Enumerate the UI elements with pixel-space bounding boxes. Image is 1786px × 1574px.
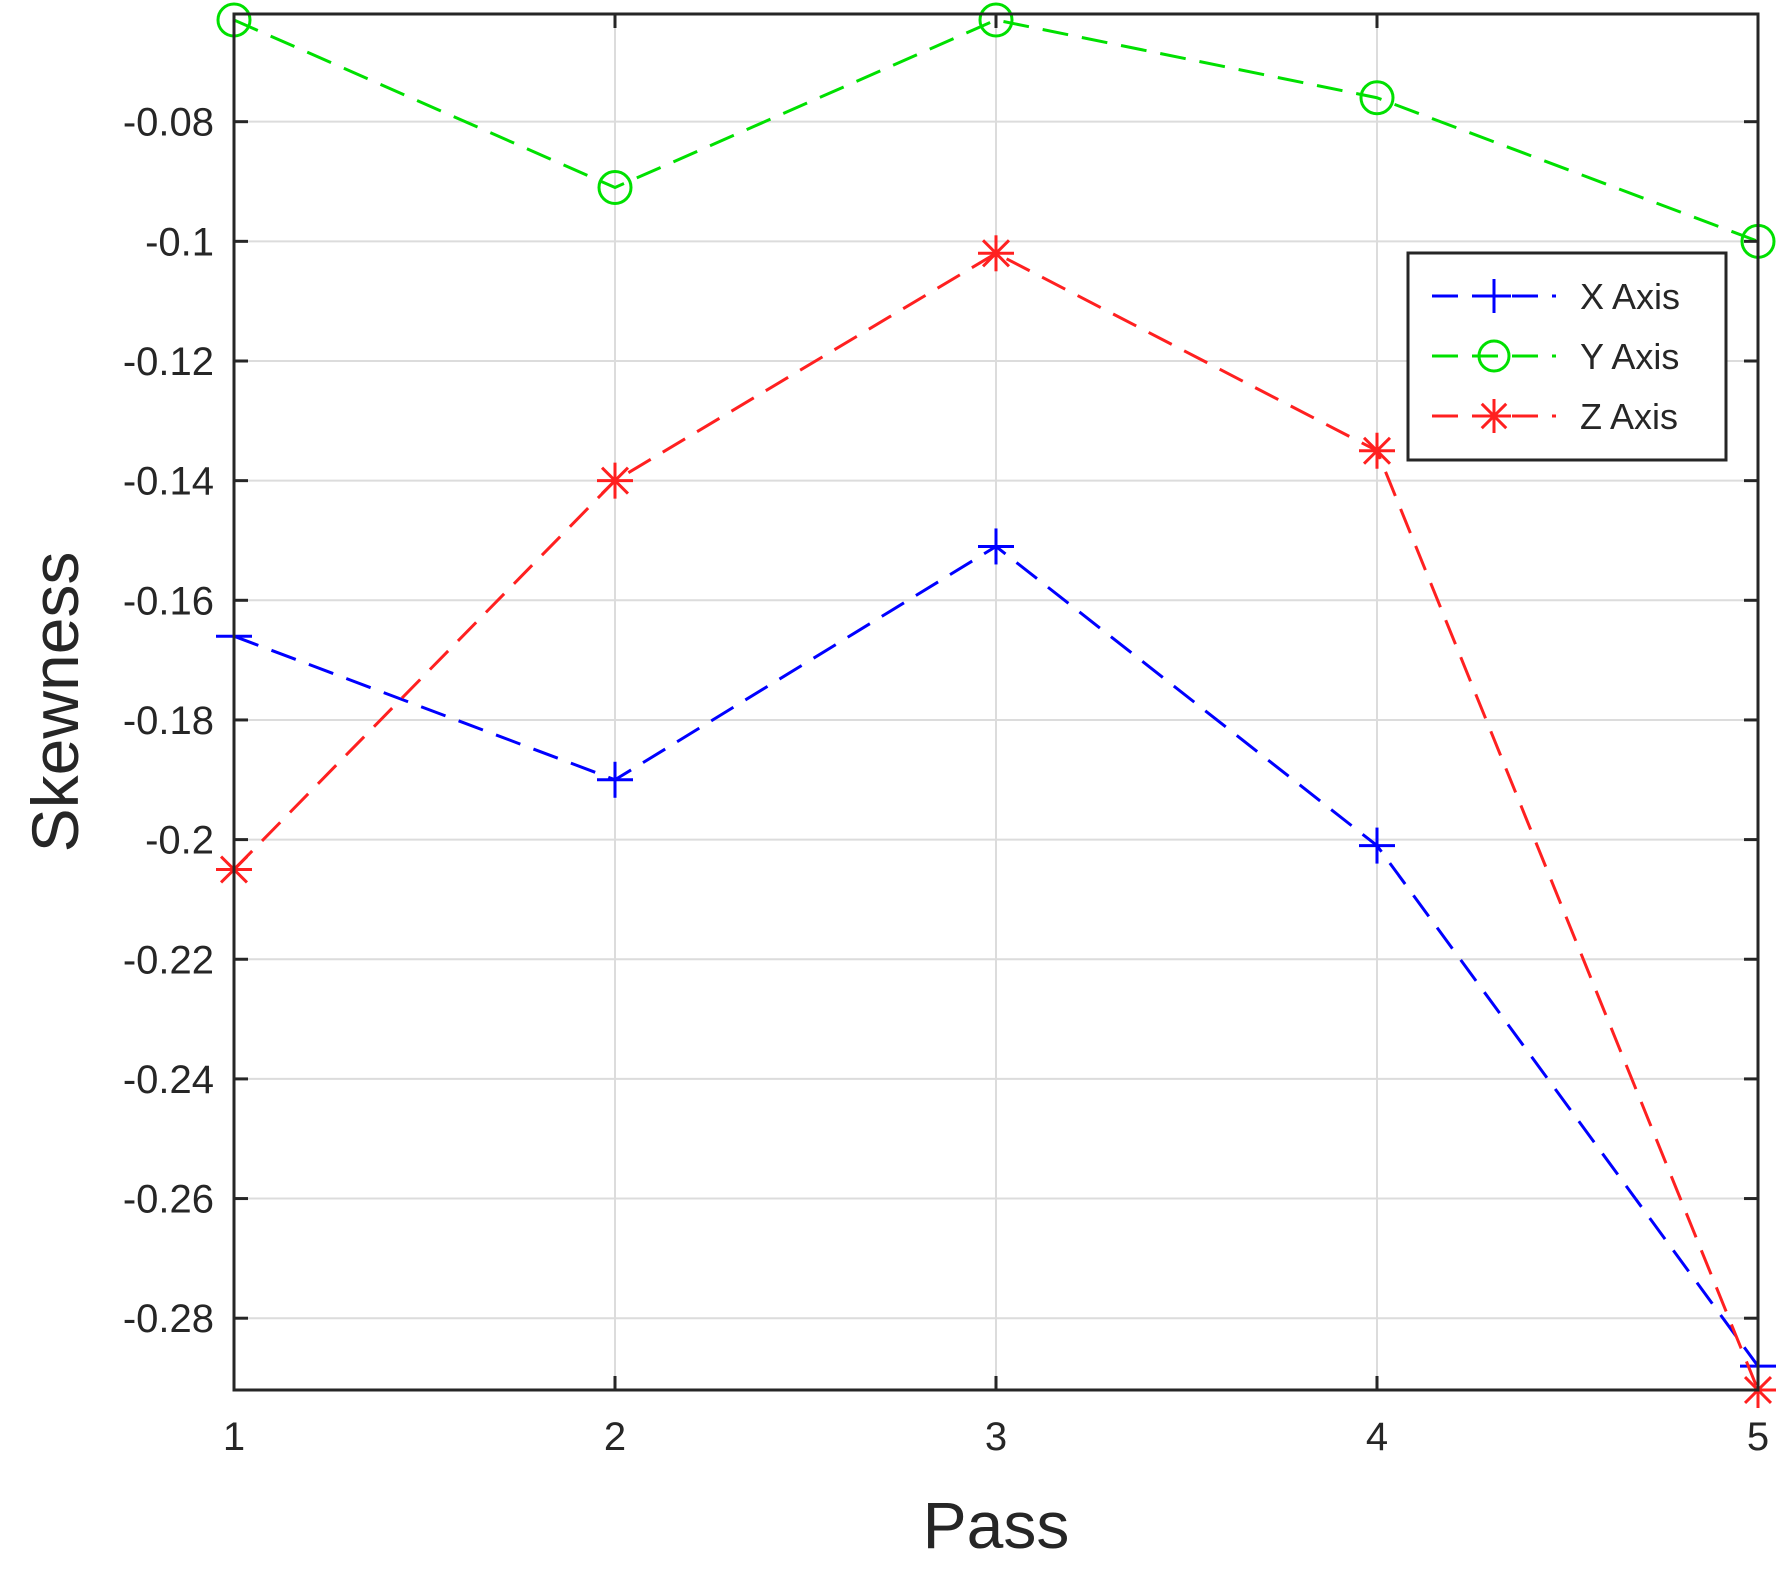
marker-stroke xyxy=(1480,402,1508,430)
y-tick-label: -0.08 xyxy=(123,101,214,145)
x-tick-label: 5 xyxy=(1747,1415,1769,1459)
x-tick-label: 2 xyxy=(604,1415,626,1459)
marker-stroke xyxy=(978,2,1014,38)
marker-stroke xyxy=(1477,339,1511,373)
data-point-x-axis xyxy=(978,528,1014,565)
y-tick-label: -0.22 xyxy=(123,938,214,982)
legend-swatch-marker xyxy=(1477,399,1511,433)
y-tick-label: -0.28 xyxy=(123,1297,214,1341)
grid-lines xyxy=(233,14,1759,1390)
y-tick-label: -0.26 xyxy=(123,1178,214,1222)
y-tick-label: -0.2 xyxy=(145,819,214,863)
marker-stroke xyxy=(1359,80,1395,116)
data-point-z-axis xyxy=(1359,432,1395,469)
marker-stroke xyxy=(597,169,633,205)
data-point-x-axis xyxy=(1359,827,1395,864)
marker-stroke xyxy=(981,239,1011,268)
legend-box xyxy=(1406,251,1728,462)
y-axis-label: Skewness xyxy=(18,552,92,853)
marker-stroke xyxy=(600,466,630,495)
data-point-y-axis xyxy=(1359,80,1395,116)
y-tick-label: -0.12 xyxy=(123,340,214,384)
marker-stroke xyxy=(1362,436,1392,465)
legend-item-x-axis: X Axis xyxy=(1432,276,1680,317)
x-axis-label: Pass xyxy=(923,1488,1070,1562)
legend-swatch-marker xyxy=(1477,279,1511,313)
x-tick-label: 3 xyxy=(985,1415,1007,1459)
y-tick-label: -0.16 xyxy=(123,579,214,623)
legend-label: X Axis xyxy=(1580,276,1680,317)
series-line-z-axis xyxy=(232,251,1760,1391)
legend-swatch-marker xyxy=(1477,339,1511,373)
legend: X Axis Y Axis Z Axis xyxy=(1406,251,1728,462)
legend-item-z-axis: Z Axis xyxy=(1432,396,1678,437)
y-tick-label: -0.1 xyxy=(145,220,214,264)
legend-item-y-axis: Y Axis xyxy=(1432,336,1679,377)
y-tick-label: -0.24 xyxy=(123,1058,214,1102)
legend-label: Y Axis xyxy=(1580,336,1679,377)
legend-label: Z Axis xyxy=(1580,396,1678,437)
y-tick-label: -0.14 xyxy=(123,460,214,504)
x-tick-label: 1 xyxy=(223,1415,245,1459)
data-point-z-axis xyxy=(597,462,633,499)
data-point-y-axis xyxy=(597,169,633,205)
data-point-z-axis xyxy=(978,235,1014,272)
y-tick-label: -0.18 xyxy=(123,699,214,743)
series-group xyxy=(216,2,1776,1408)
axis-ticks: 1 2 3 4 5 -0.08 -0.1 -0.12 -0.14 -0.16 -0.18 -0.2 -0… xyxy=(123,14,1769,1459)
x-tick-label: 4 xyxy=(1366,1415,1388,1459)
data-point-x-axis xyxy=(597,761,633,798)
data-point-y-axis xyxy=(978,2,1014,38)
